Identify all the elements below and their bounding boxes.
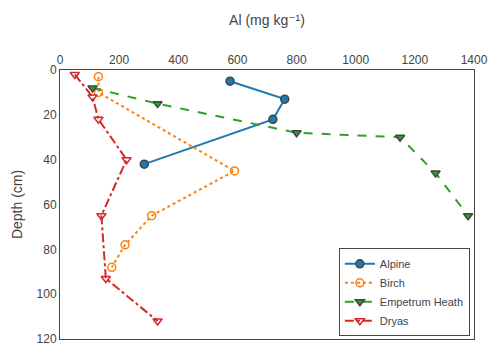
- svg-text:600: 600: [227, 53, 247, 67]
- svg-text:Al (mg kg⁻¹): Al (mg kg⁻¹): [229, 12, 305, 28]
- svg-text:Empetrum Heath: Empetrum Heath: [380, 296, 463, 308]
- svg-text:1000: 1000: [342, 53, 369, 67]
- svg-text:60: 60: [43, 198, 57, 212]
- svg-text:Birch: Birch: [380, 277, 405, 289]
- svg-text:Alpine: Alpine: [380, 258, 411, 270]
- svg-text:1400: 1400: [461, 53, 488, 67]
- svg-text:1200: 1200: [402, 53, 429, 67]
- svg-text:100: 100: [37, 287, 57, 301]
- svg-text:80: 80: [43, 243, 57, 257]
- svg-text:Dryas: Dryas: [380, 315, 409, 327]
- svg-text:400: 400: [168, 53, 188, 67]
- svg-text:20: 20: [43, 108, 57, 122]
- svg-text:800: 800: [287, 53, 307, 67]
- svg-text:200: 200: [109, 53, 129, 67]
- svg-text:40: 40: [43, 153, 57, 167]
- svg-text:0: 0: [57, 53, 64, 67]
- svg-text:Depth (cm): Depth (cm): [9, 170, 25, 239]
- svg-text:120: 120: [37, 332, 57, 346]
- svg-text:0: 0: [50, 63, 57, 77]
